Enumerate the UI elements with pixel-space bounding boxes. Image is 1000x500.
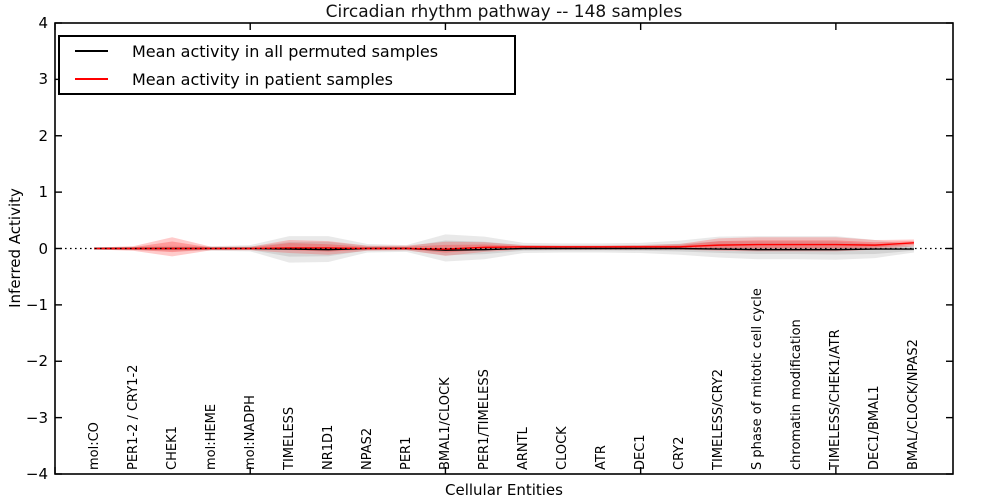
y-tick-label: 2 (38, 126, 48, 145)
y-tick-label: 0 (38, 239, 48, 258)
y-tick-label: −4 (25, 465, 48, 483)
x-category-label: DEC1/BMAL1 (867, 385, 883, 471)
x-category-label: TIMELESS/CHEK1/ATR (828, 329, 844, 470)
legend-item-permuted: Mean activity in all permuted samples (60, 37, 514, 65)
x-category-label: mol:NADPH (242, 395, 258, 470)
legend-label: Mean activity in all permuted samples (132, 41, 439, 61)
x-category-label: ATR (594, 445, 610, 470)
y-tick-label: −1 (25, 295, 48, 314)
y-tick-label: −2 (25, 352, 48, 371)
x-category-label: chromatin modification (789, 319, 805, 470)
x-category-label: PER1-2 / CRY1-2 (125, 364, 141, 470)
y-tick-label: 3 (38, 70, 48, 89)
x-category-label: mol:CO (86, 422, 102, 470)
x-category-label: CLOCK (555, 426, 571, 470)
x-category-label: TIMELESS (281, 406, 297, 470)
x-axis-label: Cellular Entities (445, 481, 563, 499)
x-category-label: PER1 (398, 436, 414, 470)
x-category-label: NPAS2 (359, 427, 375, 470)
x-category-label: PER1/TIMELESS (476, 369, 492, 470)
x-category-label: TIMELESS/CRY2 (711, 368, 727, 470)
x-category-label: BMAL/CLOCK/NPAS2 (906, 339, 922, 470)
x-category-label: ARNTL (516, 427, 532, 470)
legend-item-patient: Mean activity in patient samples (60, 65, 514, 93)
legend-label: Mean activity in patient samples (132, 69, 393, 89)
x-category-label: NR1D1 (320, 424, 336, 470)
x-category-label: BMAL1/CLOCK (437, 377, 453, 470)
permuted-line-sample (75, 50, 108, 52)
patient-line-sample (75, 78, 108, 80)
y-tick-label: 1 (38, 183, 48, 202)
x-category-label: DEC1 (633, 434, 649, 470)
y-tick-label: 4 (38, 14, 48, 32)
x-category-label: S phase of mitotic cell cycle (750, 288, 766, 470)
x-category-label: mol:HEME (203, 403, 219, 470)
x-category-label: CHEK1 (164, 426, 180, 470)
legend: Mean activity in all permuted samples Me… (58, 35, 516, 95)
chart-title: Circadian rhythm pathway -- 148 samples (325, 2, 683, 22)
y-tick-label: −3 (25, 408, 48, 427)
x-category-label: CRY2 (672, 436, 688, 471)
